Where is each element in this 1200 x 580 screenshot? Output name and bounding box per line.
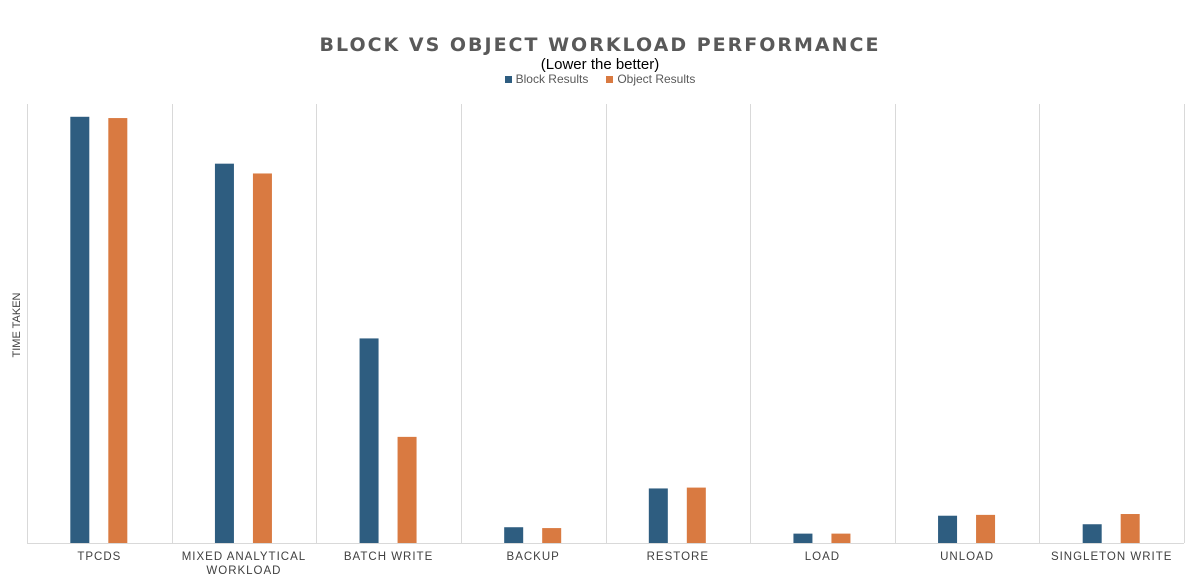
bar-object [397, 436, 417, 543]
bar-block [1082, 524, 1102, 543]
bar-block [359, 338, 379, 543]
chart-title: BLOCK VS OBJECT WORKLOAD PERFORMANCE [319, 34, 881, 56]
legend-swatch-object [606, 75, 614, 83]
legend-item-block: Block Results [504, 72, 589, 86]
chart-subtitle: (Lower the better) [540, 56, 660, 73]
legend-label-block: Block Results [515, 72, 589, 86]
bar-block [793, 533, 813, 543]
x-tick-label: UNLOAD [940, 551, 994, 563]
x-tick-label: BATCH WRITE [344, 551, 433, 563]
bar-object [252, 173, 272, 543]
legend: Block Results Object Results [0, 72, 1200, 86]
x-tick-label: RESTORE [647, 551, 709, 563]
bar-block [504, 527, 524, 543]
bar-block [648, 488, 668, 543]
bar-block [938, 515, 958, 543]
bar-block [214, 163, 234, 543]
bar-object [1120, 514, 1140, 543]
bar-object [686, 487, 706, 543]
x-tick-label: MIXED ANALYTICAL [182, 551, 306, 563]
legend-item-object: Object Results [606, 72, 695, 86]
bar-object [108, 118, 128, 543]
bar-object [976, 514, 996, 543]
bar-object [542, 528, 562, 543]
x-tick-label: BACKUP [507, 551, 560, 563]
x-tick-label: WORKLOAD [206, 565, 281, 577]
bar-block [70, 116, 90, 543]
legend-label-object: Object Results [617, 72, 696, 86]
legend-swatch-block [504, 75, 512, 83]
bar-object [831, 533, 851, 543]
x-tick-label: SINGLETON WRITE [1051, 551, 1173, 563]
x-tick-label: TPCDS [77, 551, 121, 563]
x-tick-label: LOAD [805, 551, 840, 563]
